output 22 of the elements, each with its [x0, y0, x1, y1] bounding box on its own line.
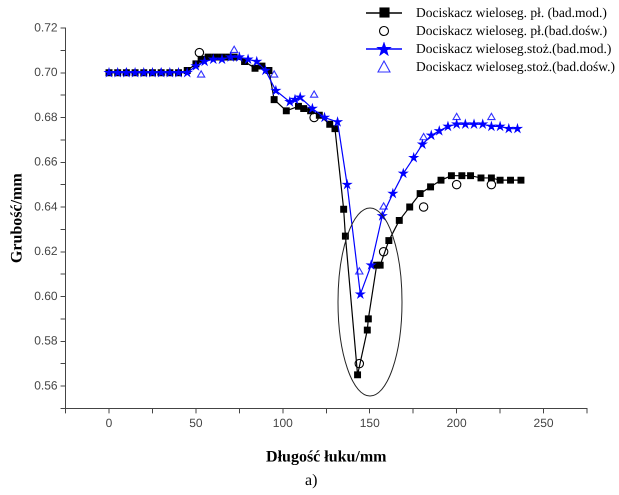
legend-label: Dociskacz wieloseg.stoż.(bad.dośw.) — [416, 59, 615, 75]
x-tick-label: 200 — [446, 416, 467, 430]
y-tick-label: 0.64 — [34, 199, 58, 214]
y-tick-label: 0.62 — [34, 244, 58, 258]
x-tick-label: 100 — [272, 416, 294, 430]
y-tick-label: 0.60 — [34, 288, 58, 303]
x-tick-label: 250 — [534, 416, 554, 430]
y-tick-label: 0.70 — [34, 65, 58, 80]
y-axis-title: Grubość/mm — [8, 172, 26, 264]
x-axis-title: Długość łuku/mm — [266, 448, 388, 466]
y-tick-label: 0.68 — [34, 110, 58, 124]
text: a) — [305, 472, 318, 489]
x-tick-label: 0 — [106, 416, 113, 430]
y-tick-label: 0.72 — [34, 20, 58, 34]
y-tick-label: 0.58 — [34, 334, 58, 348]
legend-label: Dociskacz wieloseg. pł.(bad.dośw.) — [416, 23, 608, 39]
x-tick-label: 150 — [360, 416, 380, 430]
legend-label: Dociskacz wieloseg. pł. (bad.mod.) — [416, 5, 607, 21]
y-tick-label: 0.56 — [34, 378, 58, 392]
legend-label: Dociskacz wieloseg.stoż.(bad.mod.) — [416, 41, 612, 57]
x-tick-label: 50 — [189, 416, 203, 430]
y-tick-label: 0.66 — [34, 154, 58, 169]
